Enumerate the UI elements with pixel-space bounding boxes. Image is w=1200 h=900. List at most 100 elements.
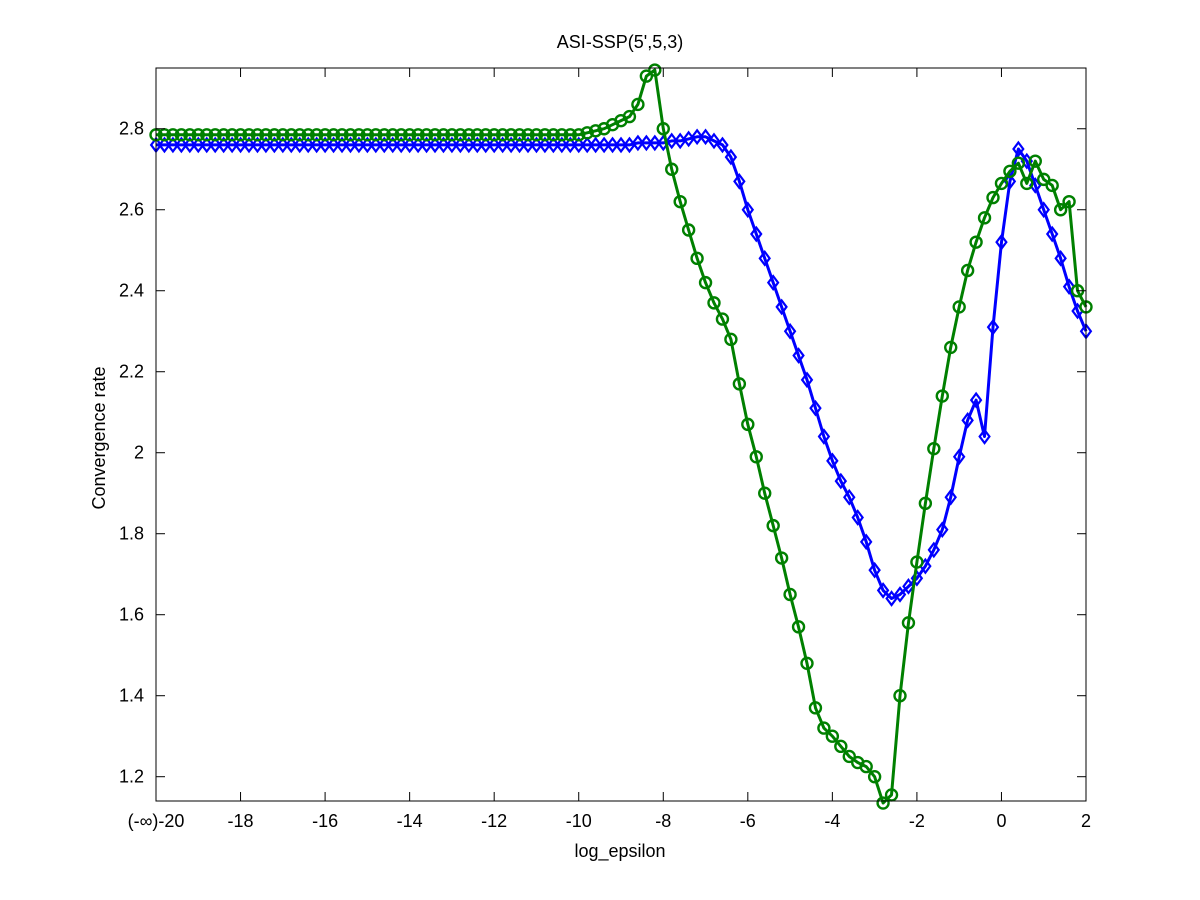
series-2-point	[977, 211, 992, 225]
series-2-point	[216, 128, 231, 142]
series-1-point	[276, 136, 290, 154]
series-1-point	[1054, 250, 1067, 267]
series-2-point	[910, 555, 924, 569]
series-1-point	[1062, 278, 1076, 296]
x-tick-label: -18	[228, 811, 254, 831]
series-1-point	[597, 136, 611, 154]
series-2-point	[927, 441, 941, 456]
series-2-point	[318, 128, 332, 142]
series-1-point	[936, 521, 949, 539]
series-2-point	[994, 176, 1009, 191]
series-1-point	[699, 128, 712, 146]
series-1-point	[707, 132, 721, 150]
series-2-point	[1003, 164, 1017, 178]
series-1-point	[538, 136, 552, 154]
series-1-point	[327, 136, 340, 154]
series-1-point	[859, 533, 873, 551]
series-1-point	[969, 391, 983, 409]
series-2-point	[208, 128, 222, 142]
series-2-point	[470, 128, 484, 142]
series-2-point	[639, 69, 654, 83]
x-tick-label: 2	[1081, 811, 1091, 831]
series-1-point	[310, 136, 323, 154]
series-1-point	[445, 136, 459, 154]
series-2-point	[1020, 176, 1034, 191]
series-2-point	[918, 496, 933, 511]
series-2-point	[445, 128, 459, 142]
series-2-point	[876, 796, 890, 810]
series-1-point	[809, 399, 822, 417]
series-1-point	[504, 136, 518, 154]
series-2-point	[512, 128, 527, 142]
series-1-point	[902, 578, 915, 595]
series-1-point	[234, 136, 247, 154]
series-1-point	[386, 136, 399, 154]
axes-layer: (-∞)-20 -18 -16 -14 -12 -10 -8 -6 -4 -2 0 2 1.2 1.4 1.…	[119, 67, 1091, 831]
series-2-point	[741, 417, 755, 432]
series-1-point	[640, 134, 653, 152]
series-1-point	[817, 428, 831, 445]
series-2-point	[1011, 156, 1026, 170]
x-tick-label: 0	[996, 811, 1006, 831]
series-2-point	[766, 518, 780, 533]
series-1-point	[843, 488, 856, 506]
series-2-point	[419, 128, 434, 142]
plot-area-frame	[155, 67, 1087, 802]
series-1-point	[893, 586, 907, 603]
series-1-point	[411, 136, 425, 154]
series-2-point	[944, 340, 958, 355]
series-2-point	[1053, 203, 1068, 217]
series-2-point	[386, 128, 400, 142]
series-2-point	[986, 190, 1000, 205]
y-tick-label: 1.8	[119, 524, 144, 544]
series-2-point	[555, 128, 569, 142]
series-1	[149, 128, 1093, 607]
series-1-point	[454, 136, 467, 154]
series-2-point	[749, 450, 763, 464]
series-1-point	[927, 541, 941, 559]
series-2-point	[673, 194, 687, 209]
series-2-point	[284, 128, 298, 142]
series-1-point	[876, 582, 890, 599]
series-1-point	[335, 136, 349, 154]
series-1-point	[530, 136, 543, 154]
series-2-point	[183, 128, 197, 142]
series-1-point	[572, 136, 585, 154]
series-1-point	[369, 136, 383, 154]
series-1-point	[217, 136, 230, 154]
series-2-point	[791, 620, 806, 634]
x-tick-label: -16	[312, 811, 338, 831]
y-tick-label: 1.2	[119, 767, 144, 787]
series-1-point	[733, 173, 746, 190]
series-2-point	[901, 616, 916, 630]
series-1-point	[352, 136, 366, 154]
series-1-point	[268, 136, 281, 154]
y-tick-label: 2.4	[119, 281, 144, 301]
series-2-point	[259, 128, 273, 142]
series-2-point	[622, 109, 637, 124]
series-1-point	[225, 136, 239, 154]
series-2-point	[800, 656, 814, 671]
series-1-point	[826, 452, 839, 470]
series-2-point	[166, 128, 180, 142]
series-2-point	[436, 128, 451, 142]
series-2-point	[698, 275, 713, 290]
series-2-point	[191, 128, 205, 142]
series-2-point	[174, 128, 189, 142]
series-2-point	[428, 128, 442, 142]
series-2-point	[538, 128, 552, 142]
series-2-point	[563, 128, 577, 142]
series-1-point	[428, 136, 442, 154]
series-1-point	[1012, 140, 1025, 158]
series-1-point	[961, 411, 974, 429]
series-2-point	[394, 128, 408, 142]
x-tick-label: (-∞)-20	[128, 811, 185, 831]
series-1-point	[394, 136, 408, 154]
series-1-point	[766, 274, 780, 291]
series-1-point	[555, 136, 569, 154]
series-1-point	[462, 136, 476, 154]
series-1-point	[758, 250, 771, 267]
series-2-point	[681, 223, 696, 237]
series-2-point	[1037, 172, 1051, 187]
series-2-point	[1028, 154, 1042, 168]
